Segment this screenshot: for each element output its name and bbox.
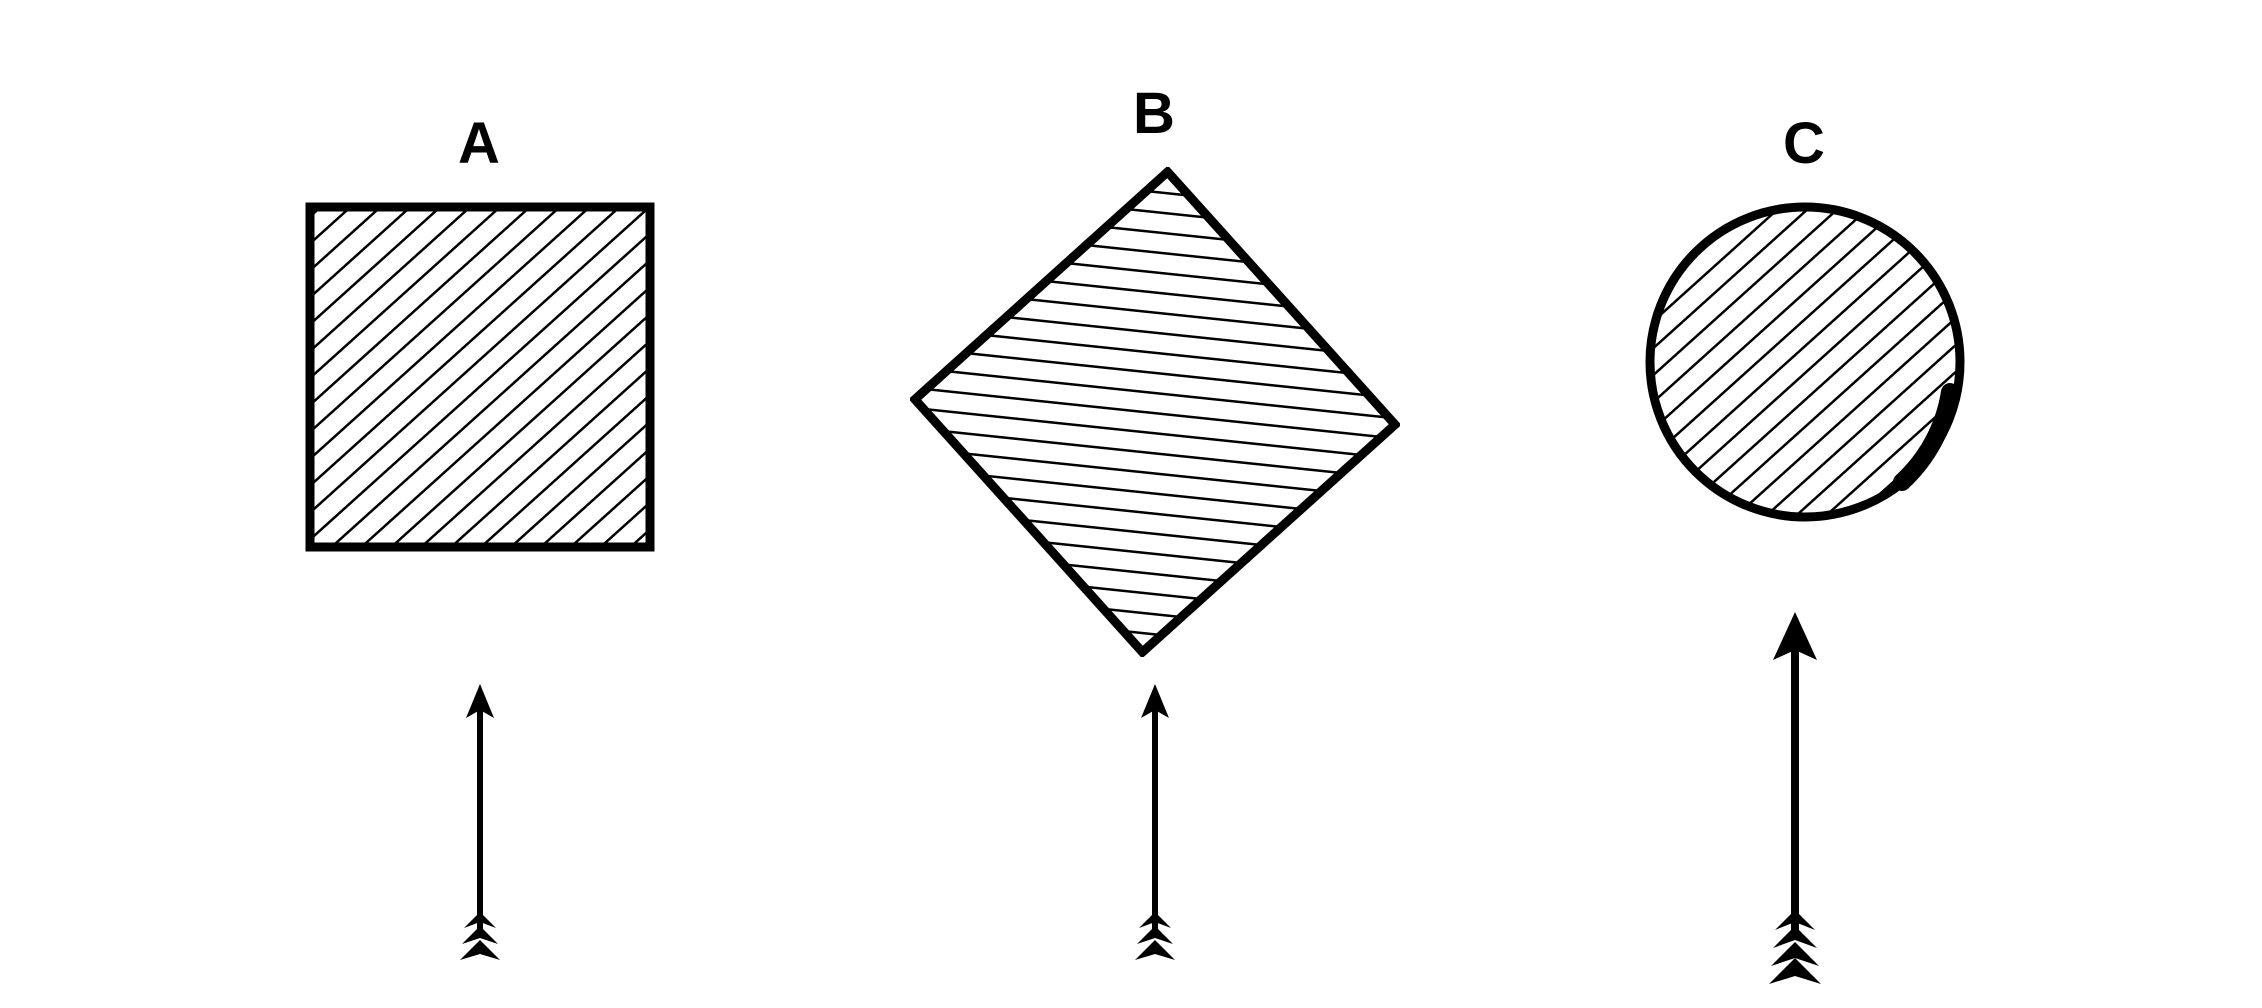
label-c: C [1783,110,1827,177]
arrow-c [1749,610,1841,990]
diamond-b [910,167,1400,657]
shape-group-b: B [910,80,1400,657]
square-a [300,197,660,557]
label-a: A [458,110,502,177]
label-b: B [1133,80,1177,147]
arrow-a [444,680,516,970]
arrow-b [1119,680,1191,970]
shape-group-a: A [300,110,660,557]
diagram-container: A B C [0,0,2262,1008]
circle-c [1640,197,1970,527]
shape-group-c: C [1640,110,1970,527]
